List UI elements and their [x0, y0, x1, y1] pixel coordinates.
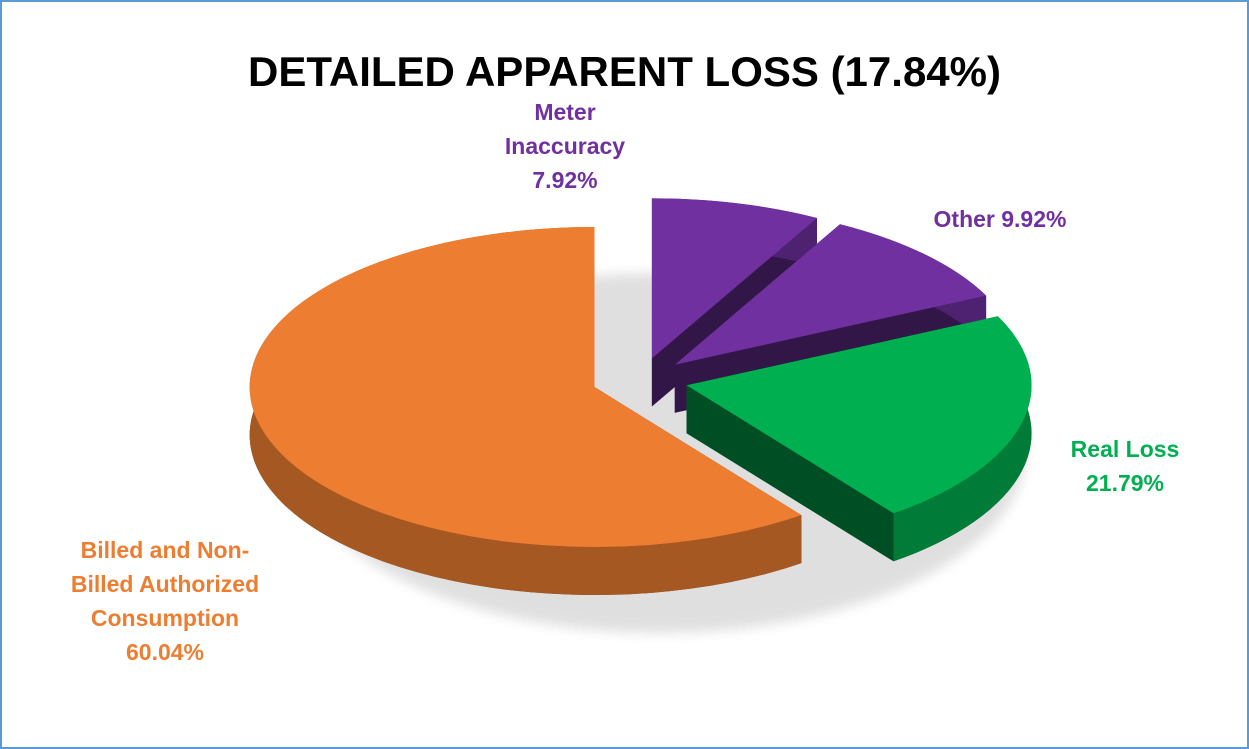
- category-label: Meter Inaccuracy: [504, 99, 626, 159]
- slice: [686, 316, 1032, 514]
- data-label: Meter Inaccuracy 7.92%: [495, 95, 635, 197]
- value-label: 60.04%: [125, 639, 204, 665]
- chart-title: DETAILED APPARENT LOSS (17.84%): [247, 48, 1001, 95]
- slice: [651, 198, 817, 359]
- value-label: 9.92%: [1001, 206, 1067, 232]
- value-label: 21.79%: [1085, 470, 1164, 496]
- category-label: Billed and Non-Billed Authorized Consump…: [70, 537, 260, 631]
- category-label: Real Loss: [1070, 436, 1180, 462]
- category-label: Other: [933, 206, 995, 232]
- slice-wall: [249, 227, 802, 595]
- value-label: 7.92%: [532, 167, 598, 193]
- data-label: Other 9.92%: [895, 202, 1105, 236]
- slice-cut: [686, 385, 894, 562]
- slice: [249, 227, 802, 547]
- slice: [674, 224, 987, 365]
- data-label: Real Loss 21.79%: [1055, 432, 1195, 500]
- data-label: Billed and Non-Billed Authorized Consump…: [40, 533, 290, 669]
- slice-wall: [893, 316, 1032, 562]
